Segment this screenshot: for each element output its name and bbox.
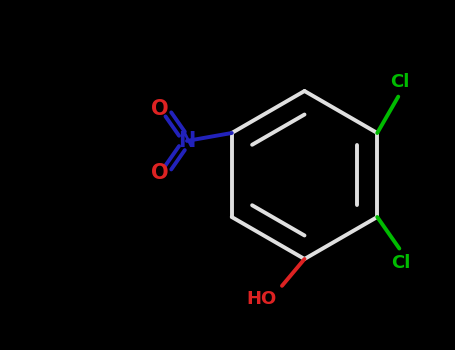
Text: Cl: Cl <box>390 74 410 91</box>
Text: HO: HO <box>247 290 277 308</box>
Text: O: O <box>151 99 169 119</box>
Text: Cl: Cl <box>391 254 411 272</box>
Text: N: N <box>178 131 196 151</box>
Text: O: O <box>151 163 169 183</box>
